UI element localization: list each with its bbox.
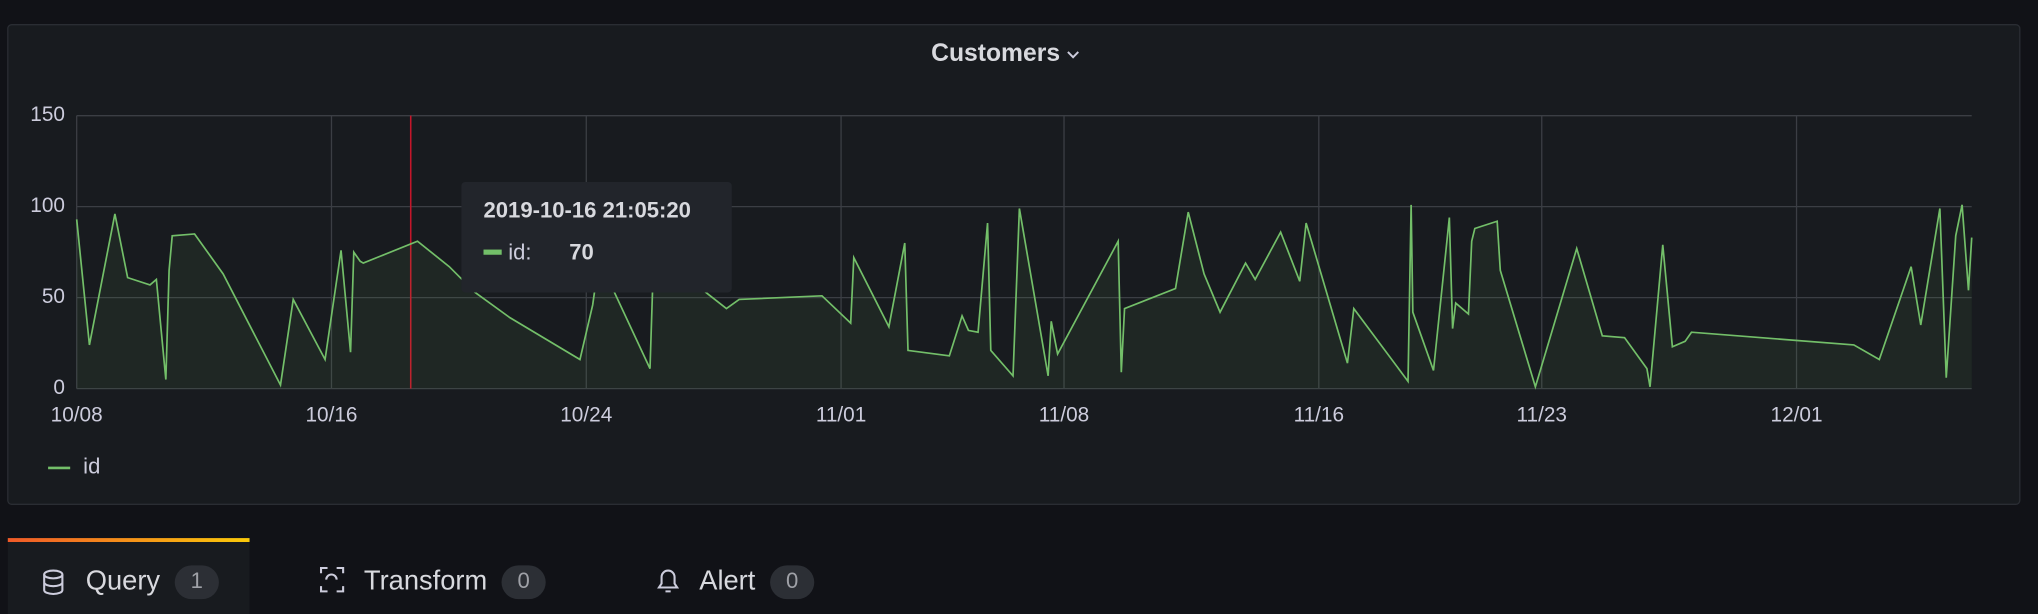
tooltip-value: 70 xyxy=(569,239,594,264)
tab-count-bg xyxy=(174,565,219,600)
y-tick-label: 100 xyxy=(30,194,65,217)
bell-icon xyxy=(657,569,680,593)
series-line xyxy=(75,204,1973,390)
tab-count-bg xyxy=(501,565,546,600)
x-tick-label: 11/08 xyxy=(1039,403,1089,426)
tabs: Query 1 Transform 0 Alert 0 xyxy=(7,538,815,614)
x-tick-label: 10/16 xyxy=(305,403,357,426)
tooltip-swatch xyxy=(483,249,502,255)
panel xyxy=(7,24,2021,505)
tooltip: 2019-10-16 21:05:20 id: 70 xyxy=(461,181,732,293)
tab-count: 1 xyxy=(191,568,203,593)
tooltip-box xyxy=(461,181,732,293)
x-tick-label: 11/23 xyxy=(1517,403,1567,426)
database-icon xyxy=(43,569,64,596)
title-chevron[interactable] xyxy=(1067,51,1079,59)
x-tick-label: 10/24 xyxy=(560,403,612,426)
active-tab-border xyxy=(7,538,250,542)
tab-label[interactable]: Query xyxy=(86,564,161,595)
tab-label[interactable]: Transform xyxy=(364,564,487,595)
x-tick-label: 10/08 xyxy=(51,403,103,426)
plot: 0 50 100 150 10/08 10/16 10/24 11/01 11/08 11/16 1… xyxy=(30,103,1973,426)
tooltip-label: id: xyxy=(508,239,531,264)
tooltip-time: 2019-10-16 21:05:20 xyxy=(484,198,691,223)
tab-label[interactable]: Alert xyxy=(699,564,756,595)
tab-count-bg xyxy=(770,565,815,600)
tab-count: 0 xyxy=(786,568,798,593)
legend-label[interactable]: id xyxy=(83,454,100,479)
transform-icon xyxy=(319,566,345,593)
x-tick-label: 12/01 xyxy=(1771,403,1823,426)
y-tick-label: 150 xyxy=(30,103,65,126)
x-tick-label: 11/16 xyxy=(1294,403,1344,426)
legend: id xyxy=(48,454,100,479)
x-tick-label: 11/01 xyxy=(816,403,866,426)
panel-title[interactable]: Customers xyxy=(931,40,1060,67)
y-tick-label: 0 xyxy=(53,376,65,399)
tab-count: 0 xyxy=(517,568,529,593)
y-tick-label: 50 xyxy=(42,285,65,308)
